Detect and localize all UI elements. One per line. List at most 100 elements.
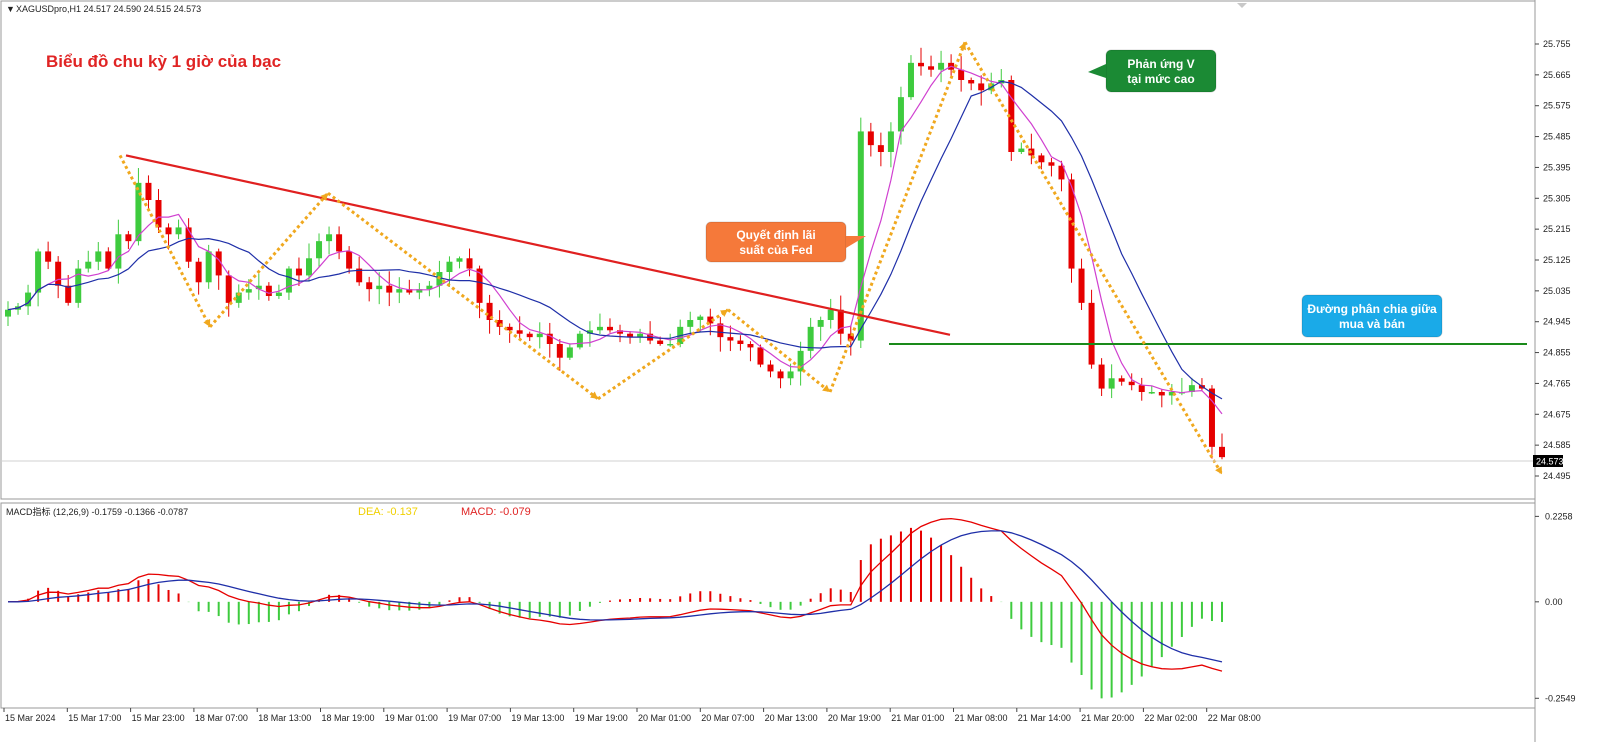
candle-body xyxy=(65,285,72,303)
candle xyxy=(918,47,925,76)
candle-body xyxy=(596,326,603,331)
candle xyxy=(316,233,323,267)
candle-body xyxy=(1219,446,1225,458)
candle-body xyxy=(145,182,152,200)
candle xyxy=(305,243,312,282)
candle-body xyxy=(155,200,162,228)
candle-body xyxy=(356,268,363,283)
y-tick-label: 25.035 xyxy=(1543,286,1571,296)
x-tick-label: 15 Mar 2024 xyxy=(5,713,56,723)
candle-body xyxy=(476,268,483,303)
macd-line xyxy=(7,517,1223,672)
candle xyxy=(777,369,784,389)
x-tick-label: 19 Mar 19:00 xyxy=(575,713,628,723)
candle-body xyxy=(928,66,935,70)
candle-body xyxy=(466,258,473,269)
zigzag-arrowhead xyxy=(822,384,830,392)
candle xyxy=(958,55,965,92)
zigzag-arrowhead xyxy=(590,391,598,399)
candle xyxy=(717,317,724,352)
candle-body xyxy=(1158,392,1165,396)
candle xyxy=(75,260,82,308)
x-tick-label: 19 Mar 07:00 xyxy=(448,713,501,723)
candle-body xyxy=(426,285,433,290)
zigzag-arrowhead xyxy=(203,318,211,327)
candle xyxy=(396,277,403,304)
candle-body xyxy=(687,320,694,327)
candle xyxy=(1008,75,1015,161)
candle xyxy=(205,244,212,289)
candle xyxy=(486,294,493,334)
candle xyxy=(687,311,694,335)
candle-body xyxy=(456,258,463,262)
candle-body xyxy=(175,227,182,235)
ma-slow-line xyxy=(7,80,1223,400)
candle xyxy=(576,330,583,350)
candle-body xyxy=(336,234,343,252)
candle-body xyxy=(697,316,704,320)
candle-body xyxy=(35,251,42,293)
candle-body xyxy=(556,344,563,358)
candle-body xyxy=(1098,364,1105,389)
macd-signal-line xyxy=(8,530,1223,663)
candle-body xyxy=(1148,392,1155,394)
x-tick-label: 18 Mar 19:00 xyxy=(322,713,375,723)
candle xyxy=(265,282,272,301)
candle-body xyxy=(817,320,824,327)
candle xyxy=(767,360,774,378)
y-tick-label: 24.945 xyxy=(1543,317,1571,327)
candle-body xyxy=(657,340,664,344)
candle-body xyxy=(1088,302,1095,365)
resistance-trendline xyxy=(125,154,951,336)
zigzag-segment xyxy=(118,154,212,328)
candle-body xyxy=(225,275,232,303)
candle-body xyxy=(837,309,844,334)
header-arrow-icon[interactable]: ▼ xyxy=(6,4,15,14)
candle-body xyxy=(777,371,784,379)
fed-callout-pointer xyxy=(846,236,866,248)
candle xyxy=(175,219,182,240)
candle xyxy=(95,242,102,271)
candle xyxy=(1068,173,1075,283)
candle xyxy=(195,257,202,295)
x-tick-label: 18 Mar 07:00 xyxy=(195,713,248,723)
candle-body xyxy=(366,282,373,290)
candle-body xyxy=(546,333,553,344)
candle xyxy=(606,318,613,333)
y-tick-label: 24.675 xyxy=(1543,409,1571,419)
y-tick-label: 24.855 xyxy=(1543,348,1571,358)
candle-body xyxy=(526,333,533,338)
candle-body xyxy=(797,350,804,372)
candle xyxy=(5,301,11,326)
candle-body xyxy=(125,234,132,242)
ma-fast-line xyxy=(7,65,1223,415)
candle-body xyxy=(918,62,925,67)
candle-body xyxy=(757,347,764,365)
x-tick-label: 15 Mar 23:00 xyxy=(132,713,185,723)
candle xyxy=(1118,375,1125,386)
candle xyxy=(105,247,112,271)
candle xyxy=(807,317,814,359)
candle-body xyxy=(326,234,333,242)
zigzag-arrowhead xyxy=(320,193,328,201)
x-tick-label: 19 Mar 01:00 xyxy=(385,713,438,723)
candle xyxy=(215,248,222,290)
candle-body xyxy=(255,285,262,290)
candle-body xyxy=(346,251,353,269)
candle-body xyxy=(235,292,242,303)
candle xyxy=(727,325,734,352)
candle-body xyxy=(1058,165,1065,180)
fed-callout-text: suất của Fed xyxy=(739,243,812,257)
candle-body xyxy=(637,333,644,338)
candle-body xyxy=(586,330,593,334)
candle-body xyxy=(165,227,172,235)
macd-value-label: MACD: -0.079 xyxy=(461,506,531,518)
candle-body xyxy=(1208,388,1215,447)
macd-dea-label: DEA: -0.137 xyxy=(358,506,418,518)
candle-body xyxy=(1108,378,1115,389)
candle-body xyxy=(135,182,142,242)
candle xyxy=(1088,289,1095,369)
macd-y-tick-label: 0.2258 xyxy=(1545,511,1573,521)
v-reaction-callout-text: Phản ứng V xyxy=(1127,57,1194,71)
